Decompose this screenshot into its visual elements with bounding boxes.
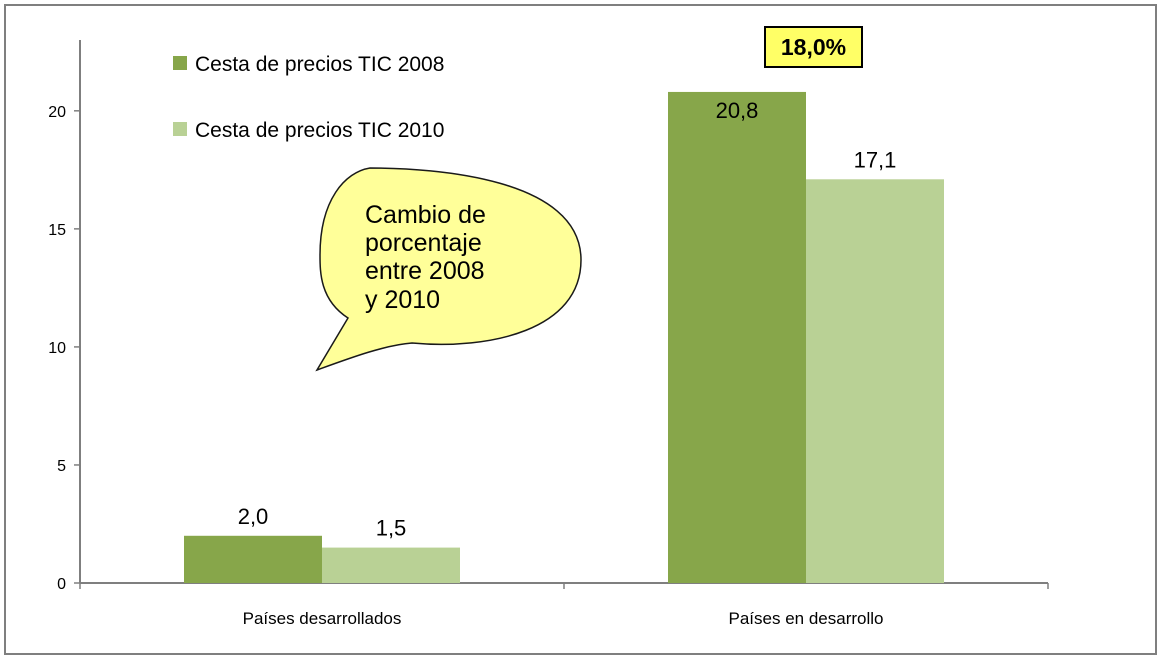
y-tick-label: 5 xyxy=(57,458,66,475)
legend-swatch-2010 xyxy=(173,122,187,136)
legend-swatch-2008 xyxy=(173,56,187,70)
data-label: 17,1 xyxy=(854,147,897,172)
y-tick-label: 15 xyxy=(48,222,66,239)
bubble-line-3: entre 2008 xyxy=(365,257,485,285)
bubble-line-2: porcentaje xyxy=(365,229,482,257)
legend-label-2008: Cesta de precios TIC 2008 xyxy=(195,53,444,76)
legend-label-2010: Cesta de precios TIC 2010 xyxy=(195,119,444,142)
percent-change-callout: 18,0% xyxy=(764,26,863,68)
bar xyxy=(322,547,460,583)
bars xyxy=(184,91,944,583)
data-label: 1,5 xyxy=(376,516,407,541)
data-labels: 2,0 1,5 20,8 17,1 xyxy=(238,98,897,541)
callout-box xyxy=(764,26,863,68)
bar xyxy=(184,535,322,583)
callout-text: 18,0% xyxy=(781,34,846,60)
y-tick-label: 0 xyxy=(57,576,66,593)
data-label: 20,8 xyxy=(716,98,759,123)
y-tick-label: 10 xyxy=(48,340,66,357)
data-label: 2,0 xyxy=(238,504,269,529)
x-category-label: Países desarrollados xyxy=(243,609,402,628)
legend: Cesta de precios TIC 2008 Cesta de preci… xyxy=(173,53,444,142)
bar xyxy=(806,179,944,583)
bubble-line-1: Cambio de xyxy=(365,201,486,229)
y-tick-label: 20 xyxy=(48,104,66,121)
speech-bubble-shape xyxy=(315,167,582,372)
x-category-label: Países en desarrollo xyxy=(729,609,884,628)
speech-bubble: Cambio de porcentaje entre 2008 y 2010 xyxy=(315,167,582,372)
bubble-line-4: y 2010 xyxy=(365,286,440,314)
bar xyxy=(668,91,806,583)
